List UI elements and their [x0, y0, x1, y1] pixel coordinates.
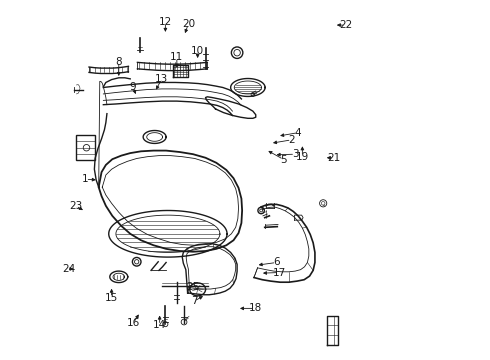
Text: 10: 10 — [191, 46, 204, 56]
Text: 2: 2 — [288, 135, 295, 145]
Text: 4: 4 — [295, 128, 301, 138]
Text: 3: 3 — [292, 149, 298, 159]
Text: 15: 15 — [105, 293, 118, 303]
Text: 23: 23 — [69, 201, 82, 211]
Text: 17: 17 — [272, 267, 286, 278]
Text: 8: 8 — [116, 57, 122, 67]
Text: 5: 5 — [280, 154, 287, 165]
Text: 14: 14 — [153, 320, 166, 330]
Text: 12: 12 — [159, 17, 172, 27]
Text: 6: 6 — [273, 257, 280, 267]
Text: 24: 24 — [62, 264, 75, 274]
Text: 16: 16 — [126, 319, 140, 328]
Text: 1: 1 — [82, 174, 89, 184]
Text: 7: 7 — [191, 296, 197, 306]
Text: 9: 9 — [130, 82, 136, 92]
Text: 11: 11 — [170, 52, 183, 62]
Text: 20: 20 — [182, 19, 195, 29]
Text: 25: 25 — [186, 282, 199, 292]
Text: 19: 19 — [296, 152, 309, 162]
Text: 22: 22 — [339, 20, 352, 30]
Text: 18: 18 — [248, 303, 262, 314]
Text: 21: 21 — [327, 153, 341, 163]
Text: 13: 13 — [155, 74, 169, 84]
